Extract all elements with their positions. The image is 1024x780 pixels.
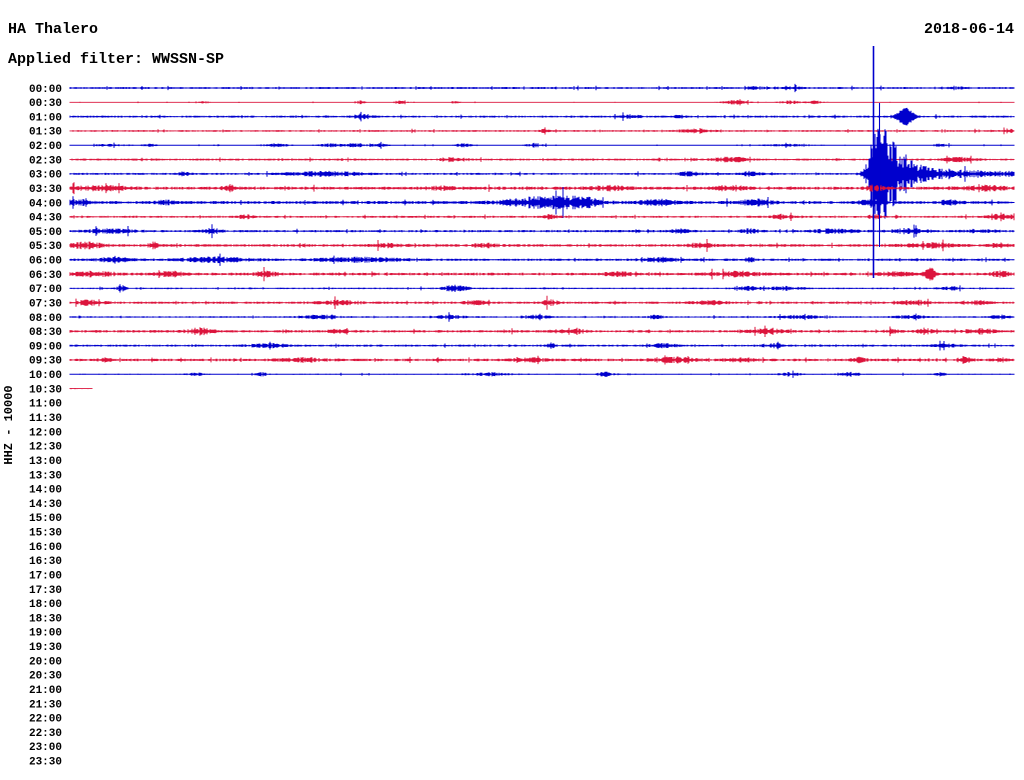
trace-07:00 <box>69 284 1015 293</box>
time-label-04:30: 04:30 <box>29 213 62 225</box>
time-label-01:30: 01:30 <box>29 127 62 139</box>
time-label-06:30: 06:30 <box>29 270 62 282</box>
time-label-15:00: 15:00 <box>29 513 62 525</box>
time-label-11:00: 11:00 <box>29 399 62 411</box>
time-label-19:00: 19:00 <box>29 628 62 640</box>
time-label-16:00: 16:00 <box>29 542 62 554</box>
time-label-21:00: 21:00 <box>29 685 62 697</box>
time-label-18:30: 18:30 <box>29 613 62 625</box>
trace-09:00 <box>69 340 1015 351</box>
station-title: HA Thalero <box>8 21 99 38</box>
time-label-12:00: 12:00 <box>29 427 62 439</box>
time-label-01:00: 01:00 <box>29 112 62 124</box>
time-label-09:30: 09:30 <box>29 356 62 368</box>
trace-04:30 <box>69 212 1015 222</box>
time-label-00:30: 00:30 <box>29 98 62 110</box>
trace-10:00 <box>69 370 1015 378</box>
time-label-03:30: 03:30 <box>29 184 62 196</box>
trace-02:30 <box>69 155 1015 164</box>
time-label-02:00: 02:00 <box>29 141 62 153</box>
time-label-14:00: 14:00 <box>29 485 62 497</box>
time-label-10:00: 10:00 <box>29 370 62 382</box>
time-label-05:00: 05:00 <box>29 227 62 239</box>
trace-08:30 <box>69 325 1015 337</box>
y-axis-label: HHZ - 10000 <box>2 385 16 464</box>
time-label-23:00: 23:00 <box>29 742 62 754</box>
time-label-10:30: 10:30 <box>29 384 62 396</box>
time-label-23:30: 23:30 <box>29 757 62 769</box>
time-label-20:00: 20:00 <box>29 656 62 668</box>
time-label-06:00: 06:00 <box>29 256 62 268</box>
time-label-02:30: 02:30 <box>29 155 62 167</box>
time-label-07:30: 07:30 <box>29 299 62 311</box>
time-label-15:30: 15:30 <box>29 528 62 540</box>
time-label-12:30: 12:30 <box>29 442 62 454</box>
time-label-17:30: 17:30 <box>29 585 62 597</box>
time-label-07:00: 07:00 <box>29 284 62 296</box>
trace-00:00 <box>69 83 1015 93</box>
time-label-13:00: 13:00 <box>29 456 62 468</box>
trace-07:30 <box>69 295 1015 310</box>
trace-05:30 <box>69 239 1015 252</box>
time-label-09:00: 09:00 <box>29 341 62 353</box>
time-label-04:00: 04:00 <box>29 198 62 210</box>
trace-01:30 <box>69 127 1015 135</box>
time-label-21:30: 21:30 <box>29 699 62 711</box>
time-label-17:00: 17:00 <box>29 570 62 582</box>
time-label-03:00: 03:00 <box>29 170 62 182</box>
date-label: 2018-06-14 <box>923 21 1014 38</box>
time-label-19:30: 19:30 <box>29 642 62 654</box>
time-label-05:30: 05:30 <box>29 241 62 253</box>
trace-05:00 <box>69 224 1015 239</box>
aftershock-spindle <box>884 107 926 126</box>
time-label-18:00: 18:00 <box>29 599 62 611</box>
trace-08:00 <box>69 312 1015 322</box>
trace-00:30 <box>69 99 1015 106</box>
time-label-16:30: 16:30 <box>29 556 62 568</box>
trace-03:00 <box>69 128 1015 219</box>
time-label-14:30: 14:30 <box>29 499 62 511</box>
filter-label: Applied filter: WWSSN-SP <box>8 51 225 68</box>
trace-06:30 <box>69 267 1015 282</box>
time-label-11:30: 11:30 <box>29 413 62 425</box>
trace-03:30 <box>69 182 1015 195</box>
trace-04:00 <box>69 187 1015 218</box>
time-label-00:00: 00:00 <box>29 84 62 96</box>
time-label-22:30: 22:30 <box>29 728 62 740</box>
time-label-20:30: 20:30 <box>29 671 62 683</box>
trace-02:00 <box>69 141 1015 149</box>
time-label-22:00: 22:00 <box>29 714 62 726</box>
trace-09:30 <box>69 355 1015 365</box>
time-label-08:30: 08:30 <box>29 327 62 339</box>
aftershock-spindle <box>913 267 947 281</box>
time-label-08:00: 08:00 <box>29 313 62 325</box>
time-label-13:30: 13:30 <box>29 470 62 482</box>
trace-06:00 <box>69 253 1015 266</box>
trace-10:30 <box>69 388 93 390</box>
trace-01:00 <box>69 111 1015 122</box>
